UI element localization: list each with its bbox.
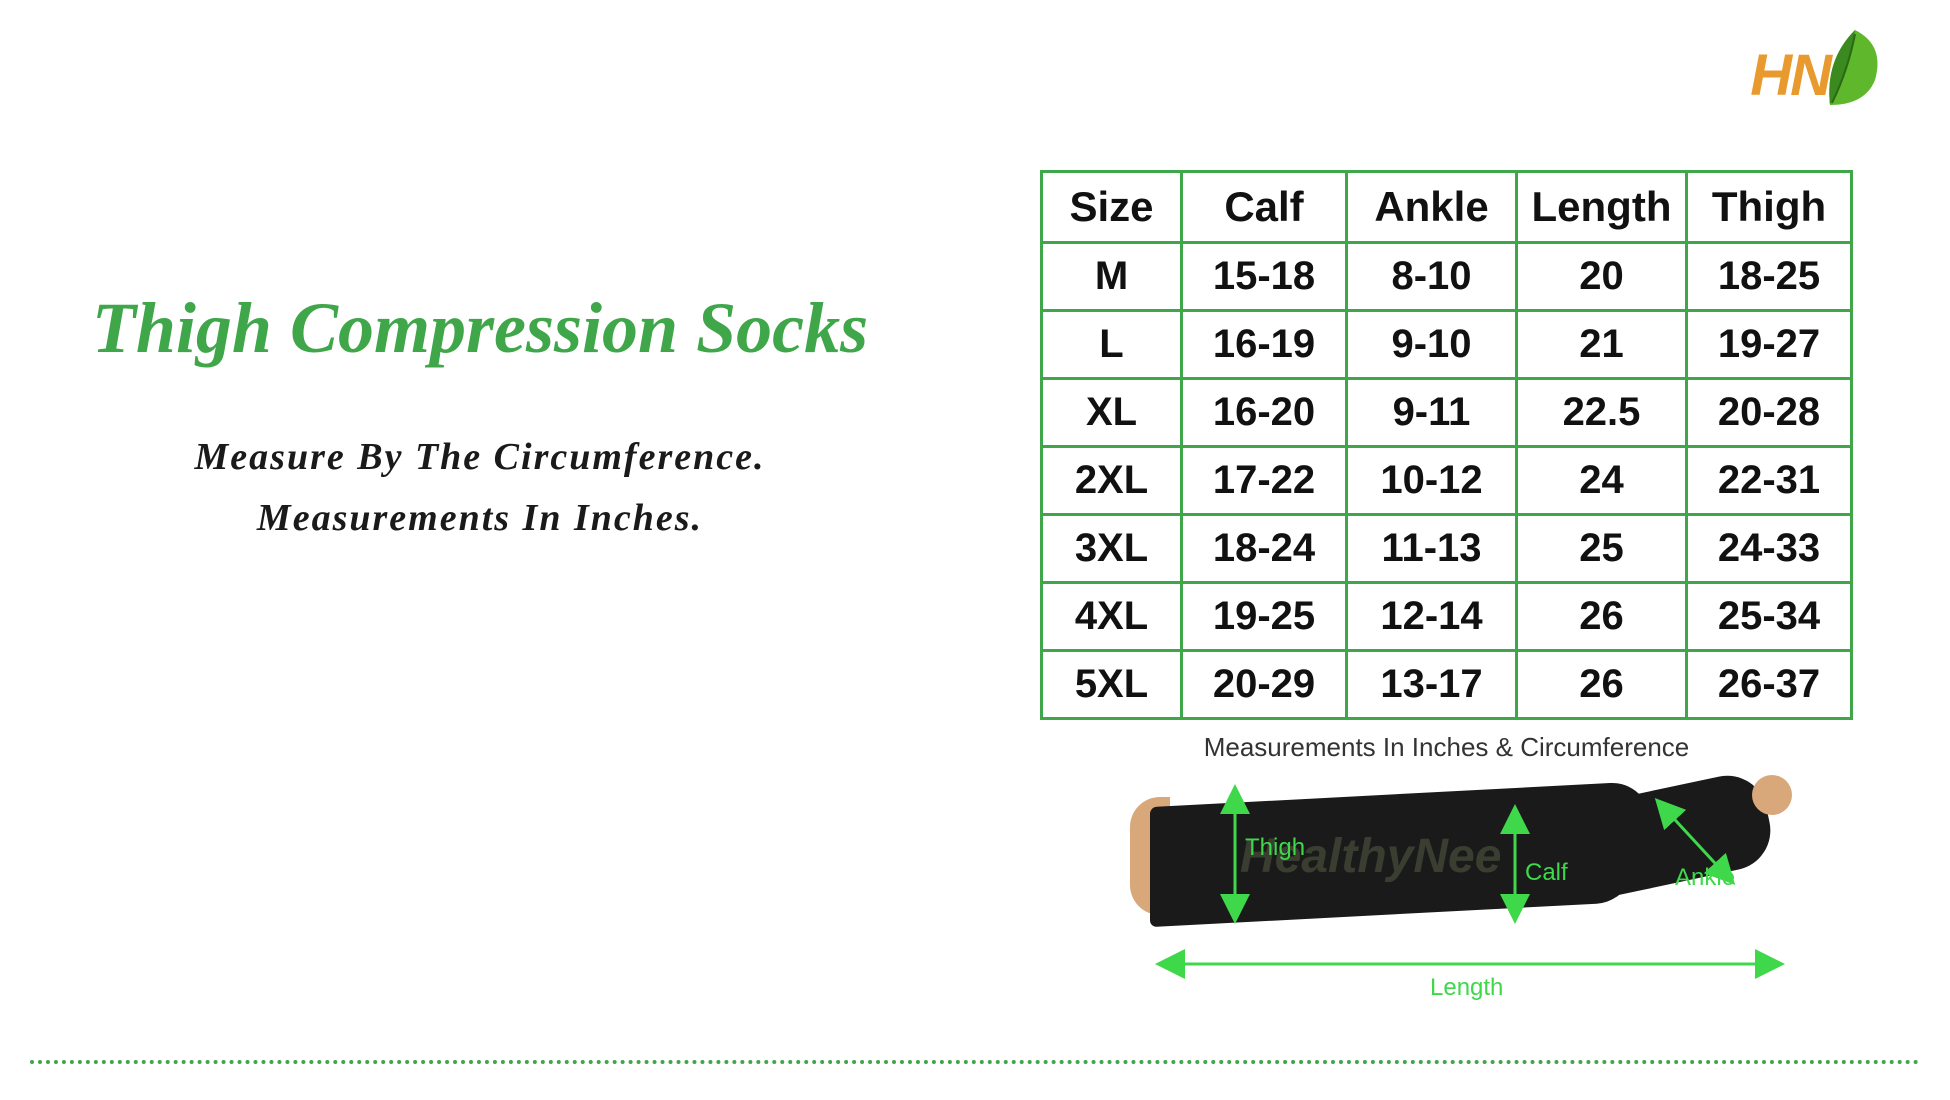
table-cell: 19-27 [1687, 311, 1852, 379]
table-cell: 24-33 [1687, 515, 1852, 583]
table-cell: 24 [1517, 447, 1687, 515]
table-cell: 4XL [1042, 583, 1182, 651]
table-cell: 16-19 [1182, 311, 1347, 379]
col-header-thigh: Thigh [1687, 172, 1852, 243]
table-row: 3XL18-2411-132524-33 [1042, 515, 1852, 583]
table-row: 4XL19-2512-142625-34 [1042, 583, 1852, 651]
table-cell: 20-28 [1687, 379, 1852, 447]
col-header-calf: Calf [1182, 172, 1347, 243]
product-title: Thigh Compression Socks [80, 280, 880, 377]
table-cell: M [1042, 243, 1182, 311]
dotted-divider [30, 1060, 1920, 1064]
table-cell: 22-31 [1687, 447, 1852, 515]
table-cell: 16-20 [1182, 379, 1347, 447]
instructions: Measure By The Circumference. Measuremen… [80, 427, 880, 549]
table-row: L16-199-102119-27 [1042, 311, 1852, 379]
table-cell: 25 [1517, 515, 1687, 583]
diagram-caption: Measurements In Inches & Circumference [1040, 732, 1853, 763]
table-cell: 21 [1517, 311, 1687, 379]
table-cell: L [1042, 311, 1182, 379]
size-table: SizeCalfAnkleLengthThigh M15-188-102018-… [1040, 170, 1853, 720]
table-cell: 20-29 [1182, 651, 1347, 719]
instruction-line-1: Measure By The Circumference. [80, 427, 880, 488]
col-header-ankle: Ankle [1347, 172, 1517, 243]
label-thigh: Thigh [1245, 834, 1305, 862]
table-cell: 26 [1517, 651, 1687, 719]
label-calf: Calf [1525, 859, 1568, 887]
table-cell: 5XL [1042, 651, 1182, 719]
table-cell: 10-12 [1347, 447, 1517, 515]
table-cell: 19-25 [1182, 583, 1347, 651]
leaf-icon [1820, 20, 1890, 110]
table-cell: 18-24 [1182, 515, 1347, 583]
table-cell: 26-37 [1687, 651, 1852, 719]
table-cell: 12-14 [1347, 583, 1517, 651]
logo-text: HN [1750, 42, 1830, 109]
table-cell: 3XL [1042, 515, 1182, 583]
text-panel: Thigh Compression Socks Measure By The C… [80, 280, 880, 549]
table-cell: 15-18 [1182, 243, 1347, 311]
table-row: 5XL20-2913-172626-37 [1042, 651, 1852, 719]
brand-logo: HN [1750, 40, 1890, 110]
measurement-diagram: HealthyNee Thigh Calf Ankle Length [1040, 769, 1850, 1009]
table-row: 2XL17-2210-122422-31 [1042, 447, 1852, 515]
table-cell: XL [1042, 379, 1182, 447]
table-cell: 17-22 [1182, 447, 1347, 515]
table-cell: 18-25 [1687, 243, 1852, 311]
table-cell: 9-11 [1347, 379, 1517, 447]
table-cell: 25-34 [1687, 583, 1852, 651]
table-cell: 20 [1517, 243, 1687, 311]
col-header-size: Size [1042, 172, 1182, 243]
label-ankle: Ankle [1675, 864, 1735, 892]
table-cell: 2XL [1042, 447, 1182, 515]
table-row: M15-188-102018-25 [1042, 243, 1852, 311]
size-chart-area: SizeCalfAnkleLengthThigh M15-188-102018-… [1040, 170, 1853, 1009]
instruction-line-2: Measurements In Inches. [80, 488, 880, 549]
table-cell: 22.5 [1517, 379, 1687, 447]
table-cell: 11-13 [1347, 515, 1517, 583]
label-length: Length [1430, 974, 1503, 1002]
table-cell: 8-10 [1347, 243, 1517, 311]
table-cell: 9-10 [1347, 311, 1517, 379]
table-row: XL16-209-1122.520-28 [1042, 379, 1852, 447]
table-cell: 13-17 [1347, 651, 1517, 719]
col-header-length: Length [1517, 172, 1687, 243]
table-cell: 26 [1517, 583, 1687, 651]
